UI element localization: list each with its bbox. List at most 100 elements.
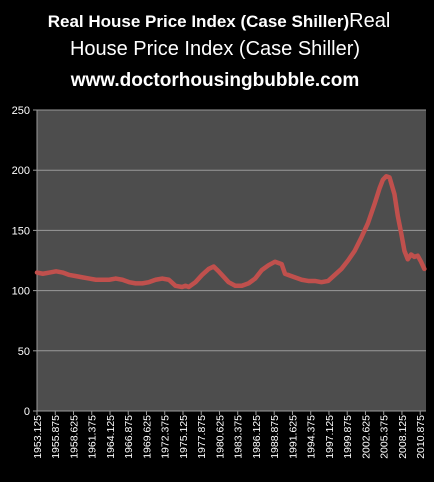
data-point [313, 279, 317, 283]
data-point [339, 267, 343, 271]
x-tick-label: 1977.875 [196, 415, 208, 459]
data-point [333, 273, 337, 277]
x-tick-label: 1961.375 [87, 415, 99, 459]
x-tick-label: 1966.875 [123, 415, 135, 459]
y-tick-label: 0 [24, 406, 30, 418]
data-point [346, 259, 350, 262]
data-point [286, 273, 290, 277]
data-point [160, 277, 164, 281]
x-tick-label: 2005.375 [379, 415, 391, 459]
y-tick-label: 100 [12, 286, 30, 298]
data-point [260, 268, 264, 272]
data-point [54, 269, 58, 273]
data-point [306, 279, 310, 283]
chart-title-line-2: House Price Index (Case Shiller) [70, 38, 360, 60]
data-point [381, 178, 385, 182]
data-point [384, 174, 388, 178]
data-point [47, 271, 51, 275]
data-point [74, 274, 78, 278]
data-point [402, 249, 406, 253]
x-tick-label: 1964.125 [105, 415, 117, 459]
data-point [353, 249, 357, 253]
data-point [183, 284, 187, 288]
x-axis-ticks: 1953.125 1955.875 1958.625 1961.375 1964.125… [32, 411, 427, 459]
data-point [167, 278, 171, 282]
y-tick-label: 250 [12, 105, 30, 117]
x-tick-label: 2008.125 [397, 415, 409, 459]
data-point [280, 262, 284, 266]
data-point [396, 214, 400, 218]
data-point [359, 236, 363, 240]
series-layer [34, 173, 427, 290]
data-point [134, 281, 138, 285]
data-point [41, 272, 45, 276]
y-axis-ticks: 0 50 100 150 200 250 [12, 105, 37, 418]
data-point [127, 280, 131, 284]
data-point [412, 255, 416, 259]
data-point [147, 280, 151, 284]
data-point [406, 257, 410, 261]
data-point [101, 278, 105, 282]
data-point [87, 277, 91, 281]
data-point [416, 254, 420, 258]
chart-title-tail: Real [349, 10, 390, 32]
data-point [283, 272, 287, 276]
x-tick-label: 1994.375 [306, 415, 318, 459]
data-point [266, 263, 270, 267]
data-point [207, 267, 211, 271]
chart-title-bold: Real House Price Index (Case Shiller) [48, 12, 349, 31]
data-point [422, 267, 426, 271]
x-tick-label: 2010.875 [415, 415, 427, 459]
x-tick-label: 1983.375 [233, 415, 245, 459]
data-point [67, 273, 71, 277]
data-point [220, 273, 224, 277]
data-point [107, 278, 111, 282]
data-point [233, 284, 237, 288]
x-tick-label: 1991.625 [287, 415, 299, 459]
data-point [366, 221, 370, 225]
data-point [94, 278, 98, 282]
y-tick-label: 50 [18, 346, 30, 358]
x-tick-label: 1988.875 [269, 415, 281, 459]
data-point [61, 271, 65, 275]
data-point [187, 285, 191, 289]
data-point [114, 277, 118, 281]
data-point [212, 265, 216, 269]
data-point [253, 277, 257, 281]
data-point [174, 284, 178, 288]
data-point [399, 231, 403, 235]
chart-title: Real House Price Index (Case Shiller)Rea… [48, 10, 391, 32]
data-point [120, 278, 124, 282]
data-point [409, 252, 413, 256]
data-point [273, 260, 277, 264]
data-point [193, 280, 197, 284]
chart-url: www.doctorhousingbubble.com [70, 70, 360, 91]
x-tick-label: 1955.875 [50, 415, 62, 459]
x-tick-label: 1986.125 [251, 415, 263, 459]
data-point [240, 284, 244, 288]
data-point [140, 281, 144, 285]
data-point [373, 202, 377, 206]
y-tick-label: 200 [12, 165, 30, 177]
data-point [81, 275, 85, 279]
x-tick-label: 1969.625 [141, 415, 153, 459]
data-point [247, 281, 250, 285]
x-tick-label: 1975.125 [178, 415, 190, 459]
data-point [392, 192, 396, 196]
x-tick-label: 1997.125 [324, 415, 336, 459]
data-point [227, 280, 231, 284]
x-tick-label: 1972.375 [160, 415, 172, 459]
data-point [378, 186, 382, 190]
data-point [293, 275, 297, 279]
plot-area [37, 110, 426, 411]
data-point [300, 278, 304, 282]
data-point [154, 278, 158, 282]
x-tick-label: 1999.875 [342, 415, 354, 459]
x-tick-label: 1958.625 [68, 415, 80, 459]
data-point [217, 269, 221, 273]
data-point [180, 285, 184, 289]
x-tick-label: 1953.125 [32, 415, 44, 459]
data-point [35, 271, 39, 275]
data-point [419, 260, 423, 264]
